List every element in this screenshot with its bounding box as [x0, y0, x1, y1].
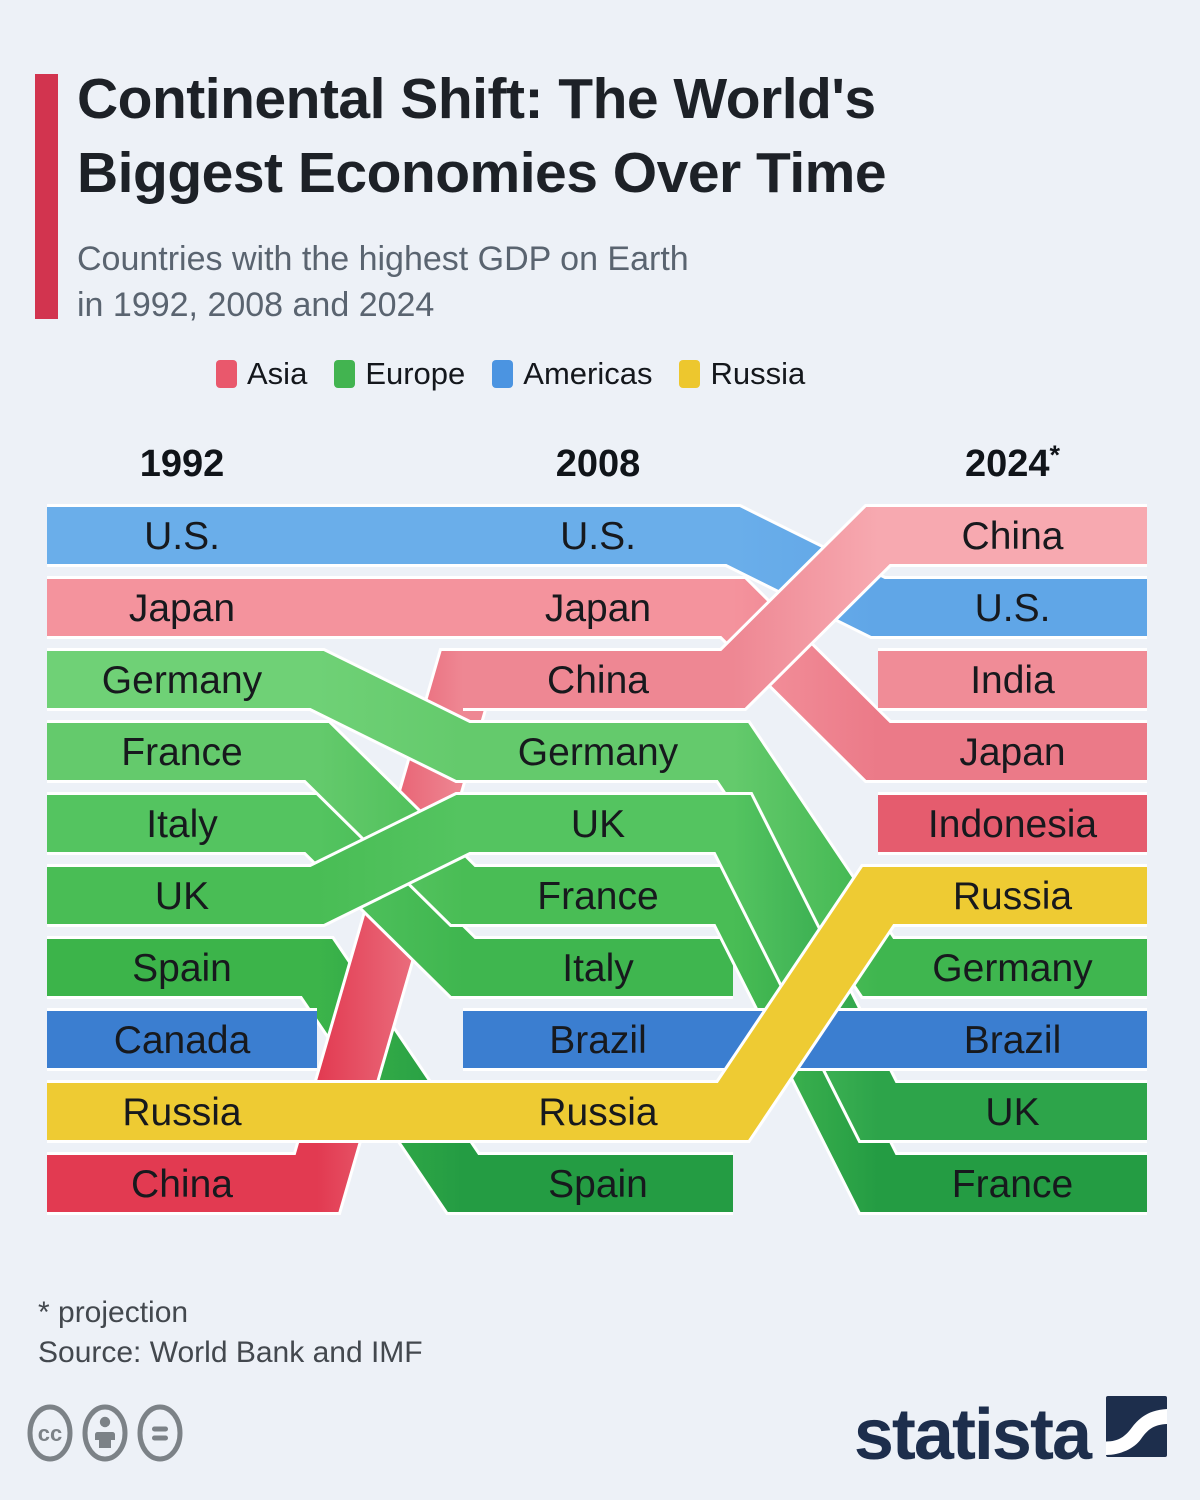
subtitle-line-2: in 1992, 2008 and 2024 [77, 286, 435, 325]
country-band-Italy [47, 795, 733, 996]
band-casing [47, 864, 1147, 1143]
russia-swatch-icon [679, 360, 701, 388]
country-band-Japan [47, 579, 1147, 780]
country-band-France [47, 723, 1147, 1212]
column-header: 1992 [140, 443, 225, 485]
bar-label: France [537, 875, 658, 918]
source-note: Source: World Bank and IMF [38, 1336, 423, 1370]
bar-label: UK [155, 875, 209, 918]
bar-label: Brazil [964, 1019, 1062, 1062]
legend-label: Asia [247, 356, 308, 391]
bar-label: U.S. [560, 515, 636, 558]
bar-label: Germany [102, 659, 263, 702]
bar-label: Japan [545, 587, 651, 630]
bar-label: Spain [548, 1163, 648, 1206]
statista-logo: statista [854, 1396, 1167, 1471]
bar-label: Russia [122, 1091, 242, 1134]
page-subtitle: Countries with the highest GDP on Earth … [77, 236, 689, 328]
bar-label: Spain [132, 947, 232, 990]
subtitle-line-1: Countries with the highest GDP on Earth [77, 240, 689, 278]
legend-label: Russia [710, 356, 806, 391]
license-icons: cc [27, 1404, 192, 1462]
statista-mark-icon [1106, 1396, 1167, 1457]
bar-label: Italy [562, 947, 634, 990]
legend: Asia Europe Americas Russia [216, 356, 832, 392]
bar-label: Brazil [549, 1019, 647, 1062]
bar-label: Indonesia [928, 803, 1097, 846]
bar-label: China [131, 1163, 233, 1206]
title-line-1: Continental Shift: The World's [77, 67, 876, 131]
svg-text:cc: cc [38, 1421, 62, 1446]
legend-label: Americas [523, 356, 653, 391]
title-line-2: Biggest Economies Over Time [77, 141, 887, 206]
country-band-Spain [47, 939, 733, 1212]
bar-label: India [970, 659, 1055, 702]
asia-swatch-icon [216, 360, 237, 388]
bar-label: Japan [959, 731, 1065, 774]
europe-swatch-icon [334, 360, 356, 388]
bar-label: Germany [518, 731, 679, 774]
bar-label: Canada [114, 1019, 251, 1062]
bar-label: U.S. [144, 515, 220, 558]
bar-label: Japan [129, 587, 235, 630]
bar-label: Russia [953, 875, 1073, 918]
cc-icon: cc [27, 1404, 73, 1462]
americas-swatch-icon [492, 360, 514, 388]
bar-label: U.S. [975, 587, 1051, 630]
bar-label: Germany [932, 947, 1093, 990]
column-header: 2024* [965, 440, 1061, 485]
country-band-UK [47, 795, 1147, 1140]
attribution-person-icon [82, 1404, 128, 1462]
legend-item-russia: Russia [679, 356, 805, 392]
bar-label: China [547, 659, 649, 702]
legend-label: Europe [365, 356, 466, 391]
country-band-China [463, 507, 1147, 708]
accent-bar [35, 74, 58, 319]
statista-wordmark: statista [853, 1395, 1092, 1475]
country-band-Russia [47, 867, 1147, 1140]
bar-label: Russia [538, 1091, 658, 1134]
legend-item-americas: Americas [492, 356, 652, 392]
equals-icon [137, 1404, 183, 1462]
bar-label: Italy [146, 803, 218, 846]
legend-item-europe: Europe [334, 356, 465, 392]
bar-label: UK [985, 1091, 1039, 1134]
legend-item-asia: Asia [216, 356, 307, 392]
footer: * projection Source: World Bank and IMF [38, 1293, 423, 1373]
bar-label: France [952, 1163, 1073, 1206]
bar-label: China [962, 515, 1064, 558]
bar-label: UK [571, 803, 625, 846]
projection-note: * projection [38, 1296, 189, 1329]
country-band-Germany [47, 651, 1147, 996]
bar-label: France [121, 731, 242, 774]
page-title: Continental Shift: The World's Biggest E… [77, 62, 887, 210]
country-band-US [47, 507, 1147, 636]
column-header: 2008 [556, 443, 641, 485]
